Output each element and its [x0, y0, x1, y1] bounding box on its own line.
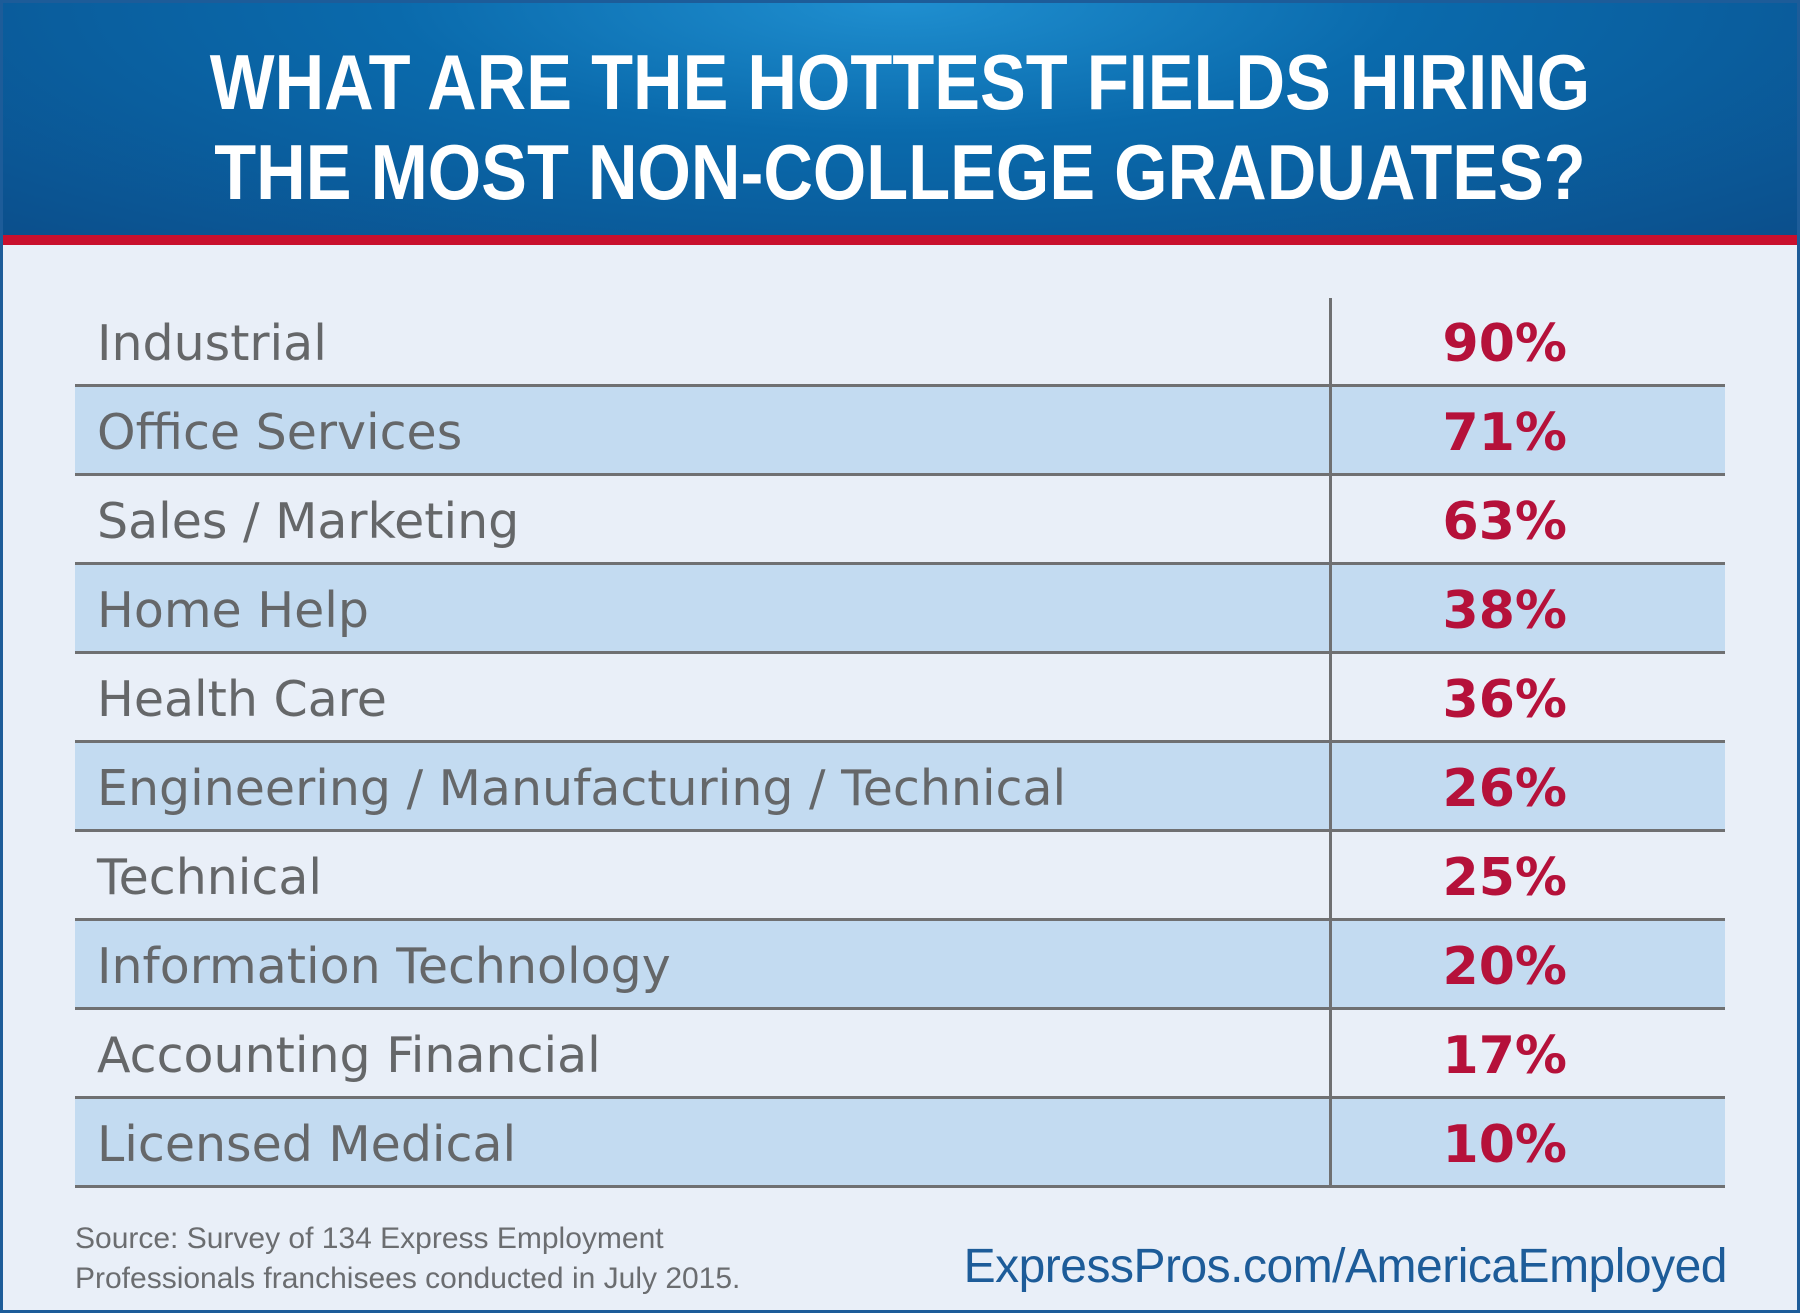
field-label: Industrial: [97, 315, 327, 372]
field-percentage: 90%: [1442, 314, 1567, 374]
field-label: Licensed Medical: [97, 1116, 517, 1173]
table-row: Licensed Medical 10%: [75, 1099, 1725, 1188]
field-label: Technical: [97, 849, 322, 906]
field-label: Office Services: [97, 404, 463, 461]
field-label: Home Help: [97, 582, 369, 639]
field-percentage: 71%: [1442, 403, 1567, 463]
header-banner: WHAT ARE THE HOTTEST FIELDS HIRING THE M…: [3, 3, 1797, 235]
header-accent-stripe: [3, 235, 1797, 245]
title-line-2: THE MOST NON-COLLEGE GRADUATES?: [214, 128, 1586, 216]
field-label: Sales / Marketing: [97, 493, 520, 550]
table-row: Home Help 38%: [75, 565, 1725, 654]
field-label: Information Technology: [97, 938, 671, 995]
website-link[interactable]: ExpressPros.com/AmericaEmployed: [963, 1240, 1728, 1293]
table-row: Industrial 90%: [75, 298, 1725, 387]
source-line-1: Source: Survey of 134 Express Employment: [75, 1222, 664, 1255]
field-percentage: 26%: [1442, 759, 1567, 819]
title-line-1: WHAT ARE THE HOTTEST FIELDS HIRING: [209, 38, 1591, 126]
source-note: Source: Survey of 134 Express Employment…: [75, 1219, 740, 1299]
field-percentage: 38%: [1442, 581, 1567, 641]
field-percentage: 63%: [1442, 492, 1567, 552]
field-label: Health Care: [97, 671, 387, 728]
table-row: Office Services 71%: [75, 387, 1725, 476]
field-percentage: 17%: [1442, 1026, 1567, 1086]
table-row: Technical 25%: [75, 832, 1725, 921]
column-divider: [1329, 298, 1332, 1188]
field-percentage: 20%: [1442, 937, 1567, 997]
page-title: WHAT ARE THE HOTTEST FIELDS HIRING THE M…: [111, 37, 1690, 217]
field-label: Accounting Financial: [97, 1027, 601, 1084]
table-row: Health Care 36%: [75, 654, 1725, 743]
field-percentage: 10%: [1442, 1115, 1567, 1175]
table-row: Engineering / Manufacturing / Technical 2…: [75, 743, 1725, 832]
field-label: Engineering / Manufacturing / Technical: [97, 760, 1067, 817]
table-row: Accounting Financial 17%: [75, 1010, 1725, 1099]
field-percentage: 25%: [1442, 848, 1567, 908]
table-row: Information Technology 20%: [75, 921, 1725, 1010]
fields-table: Industrial 90% Office Services 71% Sales / M…: [75, 298, 1725, 1188]
table-row: Sales / Marketing 63%: [75, 476, 1725, 565]
field-percentage: 36%: [1442, 670, 1567, 730]
source-line-2: Professionals franchisees conducted in J…: [75, 1262, 741, 1295]
